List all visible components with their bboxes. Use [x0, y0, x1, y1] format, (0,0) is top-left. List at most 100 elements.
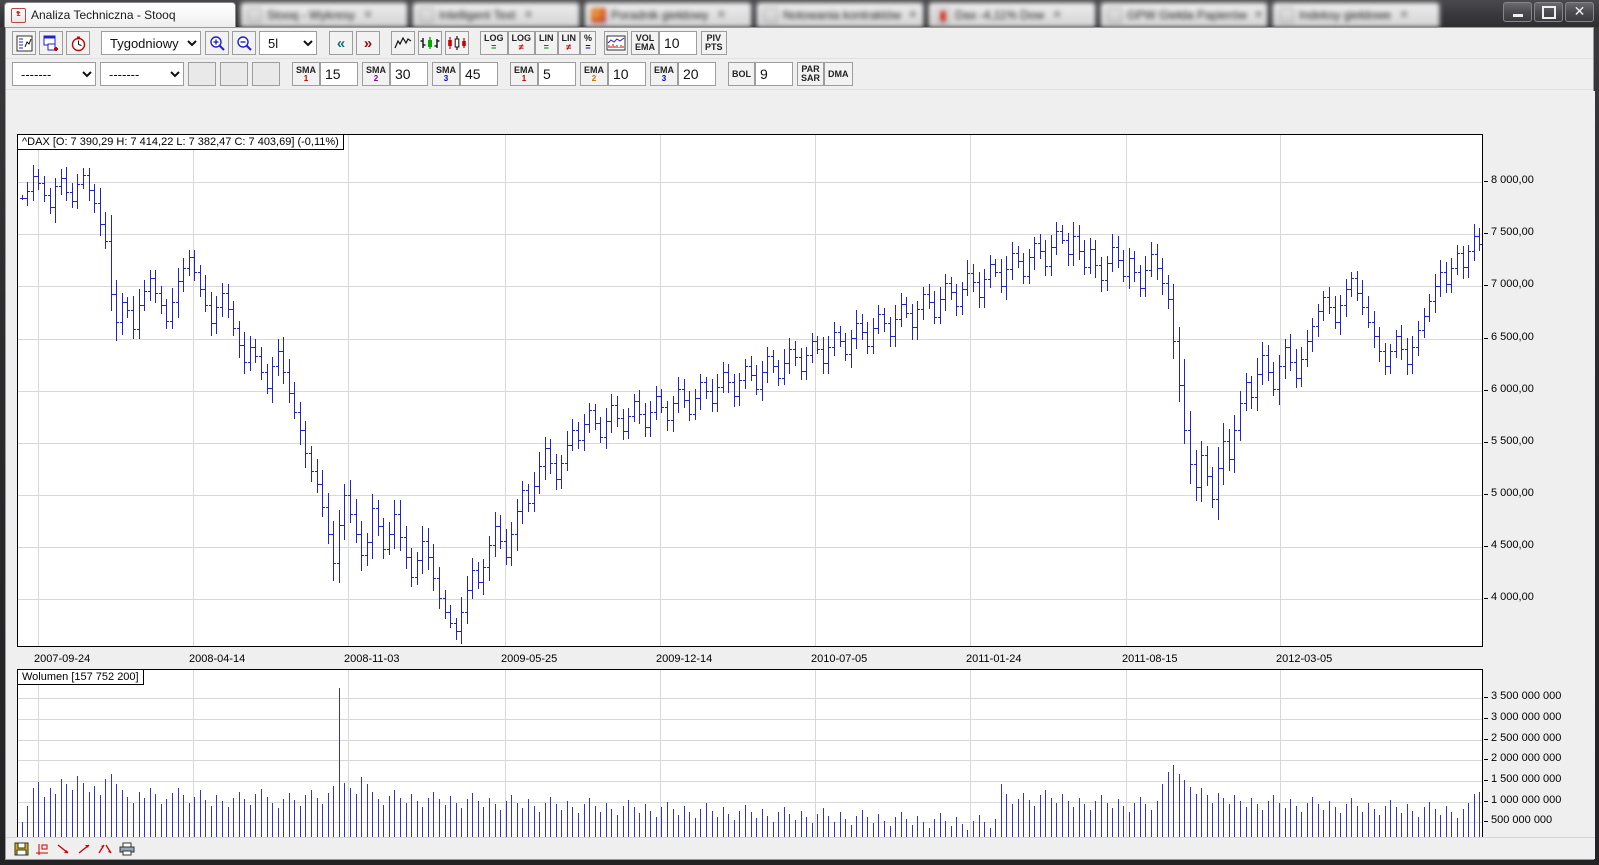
chart-settings-icon[interactable] [12, 31, 36, 55]
tab-3[interactable]: Poradnik giełdowy ✕ [584, 2, 752, 27]
new-window-icon[interactable] [39, 31, 63, 55]
price-close-tick [1130, 258, 1132, 259]
price-open-tick [576, 430, 578, 431]
tab-4[interactable]: Notowania kontraktów ✕ [756, 2, 924, 27]
ema1-input[interactable] [538, 62, 576, 86]
prev-page-button[interactable]: « [329, 31, 353, 55]
price-bar [650, 400, 651, 437]
volume-bar [817, 814, 818, 843]
price-close-tick [768, 356, 770, 357]
tab-close-icon-3[interactable]: ✕ [716, 9, 726, 21]
volume-bar [500, 809, 501, 843]
line-chart-icon[interactable] [391, 31, 415, 55]
zoom-in-icon[interactable] [205, 31, 229, 55]
indicator-blank-button-3[interactable] [252, 62, 280, 86]
sma2-input[interactable] [390, 62, 428, 86]
volume-bar [339, 687, 340, 843]
interval-select[interactable]: DziennyTygodniowyMiesięcznyKwartalnyRocz… [101, 31, 201, 55]
sma2-button[interactable]: SMA 2 [362, 62, 390, 86]
scale-lin-notequal-button[interactable]: LIN ≠ [557, 31, 580, 55]
volume-chart-icon[interactable] [604, 31, 629, 55]
ema3-input[interactable] [678, 62, 716, 86]
zoom-out-icon[interactable] [232, 31, 256, 55]
pivot-points-button[interactable]: PIV PTS [701, 31, 727, 55]
tab-1[interactable]: Stooq - Wykresy ✕ [240, 2, 408, 27]
tab-0[interactable]: Analiza Techniczna - Stooq [4, 2, 236, 27]
scale-lin-equal-button[interactable]: LIN = [535, 31, 558, 55]
ema2-button[interactable]: EMA 2 [580, 62, 608, 86]
candlestick-icon[interactable] [445, 31, 469, 55]
tab-close-icon-7[interactable]: ✕ [1399, 9, 1409, 21]
volume-chart-pane[interactable]: Wolumen [157 752 200] [17, 669, 1483, 844]
price-open-tick [298, 412, 300, 413]
range-select[interactable]: 1m3m6m1l2l3l5l10lmax [259, 31, 317, 55]
parabolic-sar-button[interactable]: PAR SAR [797, 62, 825, 86]
zigzag-icon[interactable] [98, 842, 113, 856]
sma3-input[interactable] [460, 62, 498, 86]
volume-bar [812, 823, 813, 843]
indicator-blank-button-1[interactable] [188, 62, 216, 86]
ema1-button[interactable]: EMA 1 [510, 62, 538, 86]
scale-percent-button[interactable]: % = [580, 31, 597, 55]
tab-6[interactable]: GPW Giełda Papierów ✕ [1100, 2, 1268, 27]
volume-bar [361, 776, 362, 843]
tab-close-icon-1[interactable]: ✕ [363, 9, 373, 21]
price-close-tick [1274, 389, 1276, 390]
price-open-tick [1449, 284, 1451, 285]
price-close-tick [234, 328, 236, 329]
price-chart-pane[interactable]: ^DAX [O: 7 390,29 H: 7 414,22 L: 7 382,4… [17, 134, 1483, 647]
next-page-button[interactable]: » [356, 31, 380, 55]
bollinger-button[interactable]: BOL [728, 62, 755, 86]
volume-bar [823, 808, 824, 843]
price-open-tick [632, 416, 634, 417]
sma3-button[interactable]: SMA 3 [432, 62, 460, 86]
print-icon[interactable] [119, 842, 135, 856]
price-bar [689, 390, 690, 421]
price-bar [901, 293, 902, 327]
sma1-input[interactable] [320, 62, 358, 86]
tab-close-icon-2[interactable]: ✕ [523, 9, 534, 21]
tab-close-icon-4[interactable]: ✕ [908, 9, 918, 21]
scale-log-equal-button[interactable]: LOG = [480, 31, 508, 55]
volume-gridline [18, 801, 1482, 803]
tab-7[interactable]: Indeksy giełdowe ✕ [1272, 2, 1440, 27]
volume-bar [1340, 813, 1341, 843]
tab-close-icon-5[interactable]: ✕ [1052, 9, 1062, 21]
indicator-2-select[interactable]: ------- [100, 62, 184, 86]
maximize-button[interactable] [1534, 2, 1563, 22]
tab-2[interactable]: Intelligent Text ✕ [412, 2, 580, 27]
price-close-tick [78, 184, 80, 185]
volume-bar [1218, 793, 1219, 843]
bollinger-input[interactable] [755, 62, 793, 86]
vol-ema-input[interactable] [659, 31, 698, 55]
price-bar [194, 249, 195, 281]
dma-button[interactable]: DMA [824, 62, 853, 86]
ema3-button[interactable]: EMA 3 [650, 62, 678, 86]
trend-up-icon[interactable] [77, 842, 92, 856]
indicator-1-select[interactable]: ------- [12, 62, 96, 86]
indicator-blank-button-2[interactable] [220, 62, 248, 86]
crosshair-icon[interactable] [35, 842, 50, 856]
vol-ema-button[interactable]: VOL EMA [631, 31, 660, 55]
stopwatch-icon[interactable] [66, 31, 90, 55]
price-close-tick [1313, 326, 1315, 327]
save-icon[interactable] [14, 842, 29, 856]
price-close-tick [952, 292, 954, 293]
price-open-tick [220, 307, 222, 308]
ohlc-bar-icon[interactable] [418, 31, 442, 55]
price-bar [1223, 423, 1224, 485]
volume-bar [1440, 814, 1441, 843]
price-bar [1162, 257, 1163, 295]
tab-close-icon-6[interactable]: ✕ [1254, 9, 1264, 21]
minimize-button[interactable] [1503, 2, 1532, 22]
close-button[interactable]: ✕ [1565, 2, 1594, 22]
ema2-input[interactable] [608, 62, 646, 86]
sma1-button[interactable]: SMA 1 [292, 62, 320, 86]
price-open-tick [443, 598, 445, 599]
price-close-tick [473, 570, 475, 571]
price-open-tick [1466, 267, 1468, 268]
scale-log-notequal-button[interactable]: LOG ≠ [507, 31, 535, 55]
trend-down-icon[interactable] [56, 842, 71, 856]
tab-5[interactable]: Dax -4,11% Dow ✕ [928, 2, 1096, 27]
price-open-tick [1444, 272, 1446, 273]
